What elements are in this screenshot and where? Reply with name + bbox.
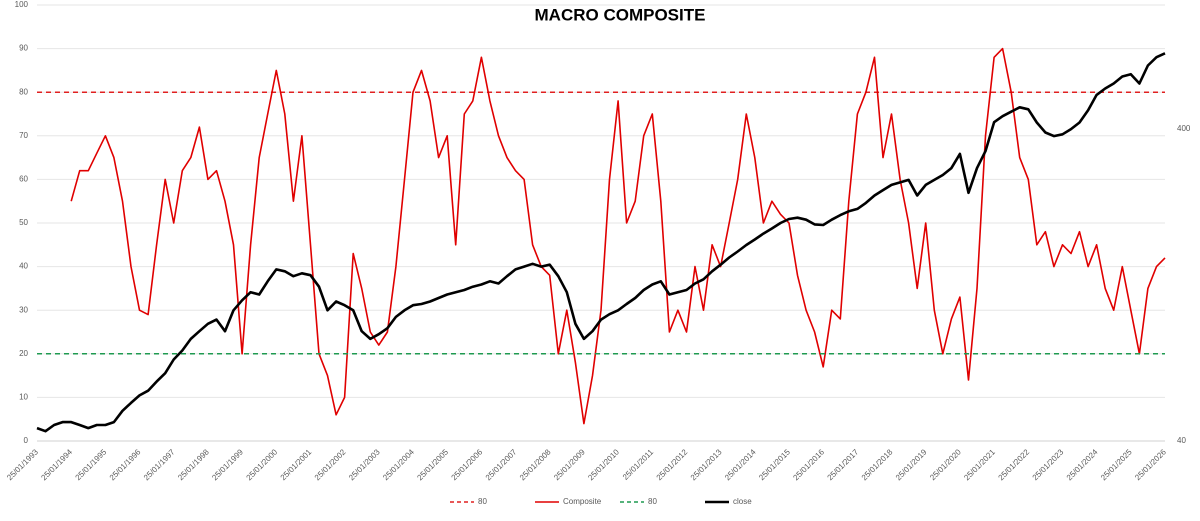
y-tick-label: 40	[19, 262, 28, 271]
x-tick-label: 25/01/1999	[210, 447, 245, 482]
x-tick-label: 25/01/1996	[108, 447, 143, 482]
x-tick-label: 25/01/2011	[621, 447, 656, 482]
x-tick-label: 25/01/2001	[279, 447, 314, 482]
x-tick-label: 25/01/2016	[791, 447, 826, 482]
y-tick-label: 20	[19, 349, 28, 358]
x-tick-label: 25/01/2002	[313, 447, 348, 482]
y-tick-label: 30	[19, 305, 28, 314]
x-tick-label: 25/01/2012	[655, 447, 690, 482]
x-tick-label: 25/01/2004	[381, 447, 416, 482]
series-line	[36, 52, 1166, 433]
legend-label: close	[733, 497, 752, 506]
x-tick-label: 25/01/2009	[552, 447, 587, 482]
x-tick-label: 25/01/1995	[74, 447, 109, 482]
x-tick-label: 25/01/2006	[450, 447, 485, 482]
legend-label: 80	[648, 497, 657, 506]
y2-tick-label: 40	[1177, 436, 1186, 445]
y2-tick-label: 400	[1177, 124, 1191, 133]
y-tick-label: 100	[15, 0, 29, 9]
y-tick-label: 60	[19, 175, 28, 184]
x-tick-label: 25/01/2007	[484, 447, 519, 482]
x-tick-label: 25/01/2018	[860, 447, 895, 482]
x-tick-label: 25/01/2021	[962, 447, 997, 482]
x-tick-label: 25/01/2008	[518, 447, 553, 482]
y-tick-label: 0	[24, 436, 29, 445]
x-tick-label: 25/01/2005	[415, 447, 450, 482]
x-tick-label: 25/01/2025	[1099, 447, 1134, 482]
x-tick-label: 25/01/2003	[347, 447, 382, 482]
series-line	[70, 47, 1166, 425]
chart-title: MACRO COMPOSITE	[535, 5, 706, 24]
y-tick-label: 90	[19, 44, 28, 53]
x-tick-label: 25/01/1998	[176, 447, 211, 482]
x-tick-label: 25/01/2000	[244, 447, 279, 482]
y-tick-label: 10	[19, 393, 28, 402]
x-tick-label: 25/01/2023	[1031, 447, 1066, 482]
x-tick-label: 25/01/2024	[1065, 447, 1100, 482]
legend-label: Composite	[563, 497, 602, 506]
x-tick-label: 25/01/2015	[757, 447, 792, 482]
x-tick-label: 25/01/2010	[586, 447, 621, 482]
y-tick-label: 50	[19, 218, 28, 227]
x-tick-label: 25/01/2026	[1133, 447, 1168, 482]
y-tick-label: 70	[19, 131, 28, 140]
x-tick-label: 25/01/2020	[928, 447, 963, 482]
x-tick-label: 25/01/1993	[5, 447, 40, 482]
x-tick-label: 25/01/1994	[39, 447, 74, 482]
x-tick-label: 25/01/2013	[689, 447, 724, 482]
x-tick-label: 25/01/2019	[894, 447, 929, 482]
x-tick-label: 25/01/1997	[142, 447, 177, 482]
y-tick-label: 80	[19, 87, 28, 96]
x-tick-label: 25/01/2014	[723, 447, 758, 482]
legend-label: 80	[478, 497, 487, 506]
x-tick-label: 25/01/2022	[996, 447, 1031, 482]
x-tick-label: 25/01/2017	[826, 447, 861, 482]
